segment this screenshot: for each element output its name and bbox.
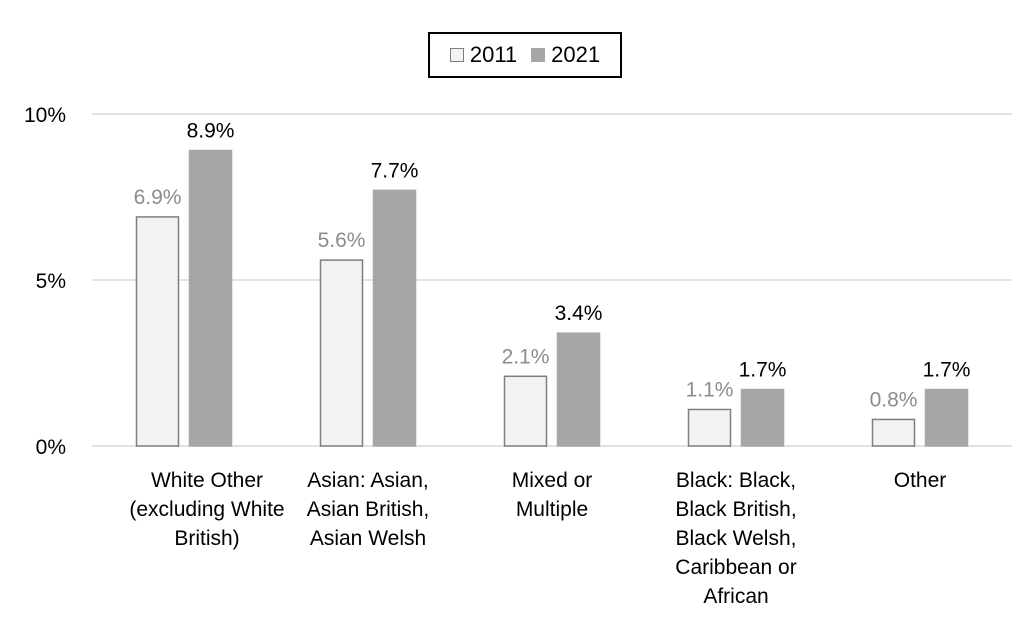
category-label-line: African xyxy=(703,585,769,608)
category-label-black: Black: Black, Black British, Black Welsh… xyxy=(641,466,831,611)
data-label-2021-0: 8.9% xyxy=(187,120,235,143)
category-label-line: Black Welsh, xyxy=(675,527,797,550)
bar-2021-4 xyxy=(924,388,969,447)
bar-2011-2 xyxy=(503,375,548,447)
category-label-line: Multiple xyxy=(515,498,589,521)
category-label-line: Black British, xyxy=(675,498,797,521)
bar-2021-2 xyxy=(556,332,601,447)
category-label-line: Asian British, xyxy=(306,498,430,521)
category-label-line: (excluding White xyxy=(129,498,285,521)
category-label-line: Mixed or xyxy=(511,469,593,492)
bar-2011-1 xyxy=(319,259,364,447)
bar-2021-0 xyxy=(188,149,233,447)
bar-2011-0 xyxy=(135,216,180,447)
legend-label-2011: 2011 xyxy=(469,42,518,67)
category-label-white-other: White Other (excluding White British) xyxy=(112,466,302,553)
category-label-line: Other xyxy=(893,469,947,492)
legend-swatch-2011 xyxy=(449,48,464,62)
legend-swatch-2021 xyxy=(531,48,546,62)
data-label-2011-3: 1.1% xyxy=(686,378,734,401)
legend-item-2021: 2021 xyxy=(531,42,600,68)
category-label-line: British) xyxy=(174,527,240,550)
category-label-line: White Other xyxy=(150,469,264,492)
bar-2011-3 xyxy=(687,408,732,447)
y-tick-label: 10% xyxy=(24,104,66,127)
y-tick-label: 5% xyxy=(36,270,66,293)
data-label-2011-4: 0.8% xyxy=(870,388,918,411)
legend-label-2021: 2021 xyxy=(551,42,601,67)
category-label-line: Asian Welsh xyxy=(309,527,427,550)
data-label-2021-2: 3.4% xyxy=(555,302,603,325)
data-label-2021-4: 1.7% xyxy=(923,359,971,382)
data-label-2021-1: 7.7% xyxy=(371,159,419,182)
data-label-2011-1: 5.6% xyxy=(318,229,366,252)
category-label-line: Asian: Asian, xyxy=(307,469,429,492)
category-label-other: Other xyxy=(825,466,1015,495)
category-label-line: Caribbean or xyxy=(675,556,797,579)
category-label-line: Black: Black, xyxy=(675,469,797,492)
category-label-mixed: Mixed or Multiple xyxy=(457,466,647,524)
bar-2011-4 xyxy=(871,418,916,447)
data-label-2011-0: 6.9% xyxy=(134,186,182,209)
bar-2021-1 xyxy=(372,189,417,447)
legend-item-2011: 2011 xyxy=(449,42,518,68)
y-tick-label: 0% xyxy=(36,436,66,459)
data-label-2011-2: 2.1% xyxy=(502,345,550,368)
data-label-2021-3: 1.7% xyxy=(739,359,787,382)
bar-2021-3 xyxy=(740,388,785,447)
category-label-asian: Asian: Asian, Asian British, Asian Welsh xyxy=(273,466,463,553)
legend: 2011 2021 xyxy=(428,32,622,78)
